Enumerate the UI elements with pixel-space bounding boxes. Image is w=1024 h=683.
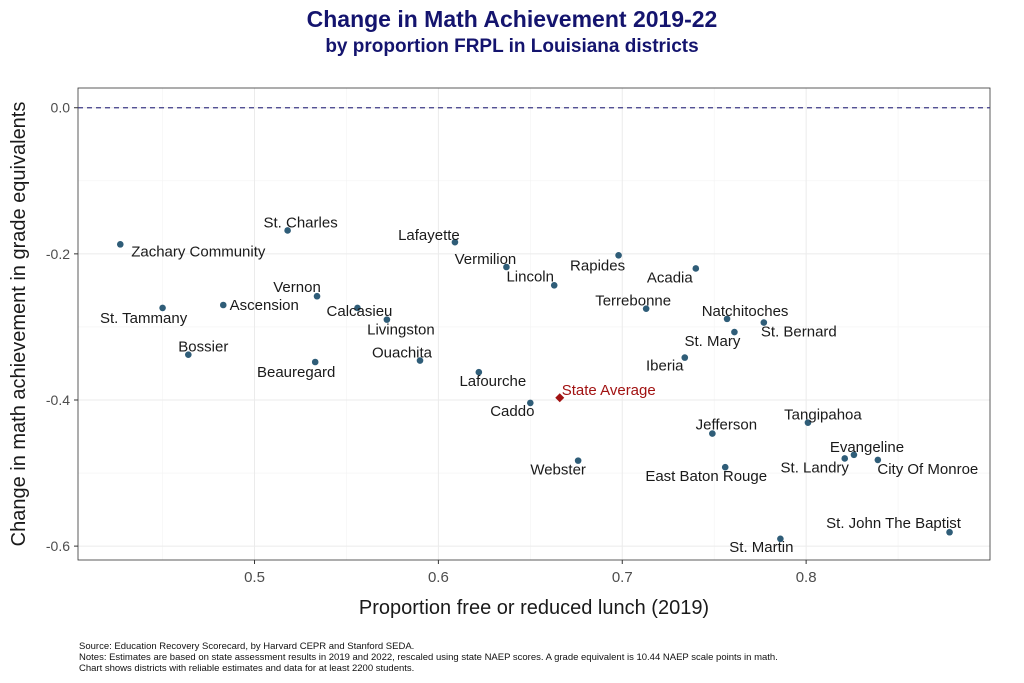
point-label: Lafourche [459,373,526,390]
y-tick-label: -0.4 [46,392,70,408]
x-tick-label: 0.7 [612,569,633,586]
point-label: Lincoln [506,268,554,285]
x-tick-label: 0.8 [796,569,817,586]
chart-title: Change in Math Achievement 2019-22 [306,6,718,32]
data-point [475,368,483,376]
data-point [804,419,812,426]
plot-border [77,87,991,561]
point-label: Terrebonne [595,293,671,310]
data-point [850,451,858,459]
data-point [615,252,622,259]
point-label: St. Martin [729,539,793,556]
notes: Notes: Estimates are based on state asse… [79,652,778,663]
y-tick-label: 0.0 [51,100,71,116]
point-label: State Average [562,382,656,399]
chart-subtitle: by proportion FRPL in Louisiana district… [325,36,699,57]
point-label: Ouachita [372,345,433,362]
data-point [416,357,424,364]
state-average-point [555,393,565,403]
data-point [642,305,650,312]
source-note: Source: Education Recovery Scorecard, by… [79,641,415,652]
data-point [159,304,166,312]
point-label: St. Charles [264,214,338,231]
data-point [681,354,689,361]
point-label: Ascension [230,297,299,314]
data-point [185,351,192,358]
point-label: Vernon [273,279,321,296]
point-label: Natchitoches [702,303,789,320]
point-label: Tangipahoa [784,407,862,424]
point-label: Lafayette [398,227,460,244]
point-label: Webster [530,462,586,479]
data-point [723,315,731,323]
point-label: City Of Monroe [877,461,978,478]
data-point [311,358,319,366]
data-point [709,430,716,437]
data-point [116,241,124,248]
point-label: St. Tammany [100,310,188,327]
point-label: St. John The Baptist [826,515,962,532]
x-tick-label: 0.6 [428,569,449,586]
point-label: St. Landry [781,459,850,476]
data-point [841,455,849,462]
point-label: Calcasieu [327,303,393,320]
data-point [284,227,291,234]
data-point [219,301,227,309]
data-point [451,238,459,246]
data-point [313,292,321,300]
data-point [946,528,953,536]
data-point [503,263,510,271]
data-point [777,535,784,543]
data-point [721,463,729,471]
point-label: Bossier [178,339,228,356]
y-tick-label: -0.6 [46,538,70,554]
data-point [760,319,768,326]
point-label: East Baton Rouge [645,468,767,485]
point-label: Caddo [490,403,534,420]
data-point [874,456,882,464]
point-label: St. Bernard [761,324,837,341]
point-label: Acadia [647,269,694,286]
point-label: Livingston [367,322,435,339]
data-point [354,304,361,312]
x-tick-label: 0.5 [244,569,265,586]
data-point [527,399,534,407]
chart-note: Chart shows districts with reliable esti… [79,663,415,674]
data-point [731,328,738,336]
data-point [550,281,558,289]
point-label: Evangeline [830,439,904,456]
point-label: St. Mary [684,333,740,350]
point-label: Vermilion [455,251,517,268]
point-label: Zachary Community [131,243,266,260]
point-label: Beauregard [257,364,335,381]
y-tick-label: -0.2 [46,246,70,262]
point-label: Iberia [646,358,684,375]
data-point [574,457,582,464]
plot-panel [78,88,990,560]
point-label: Jefferson [696,417,757,434]
x-axis-label: Proportion free or reduced lunch (2019) [359,597,709,619]
y-axis-label: Change in math achievement in grade equi… [8,102,30,547]
data-point [383,316,391,323]
data-point [692,265,700,272]
point-label: Rapides [570,257,625,274]
